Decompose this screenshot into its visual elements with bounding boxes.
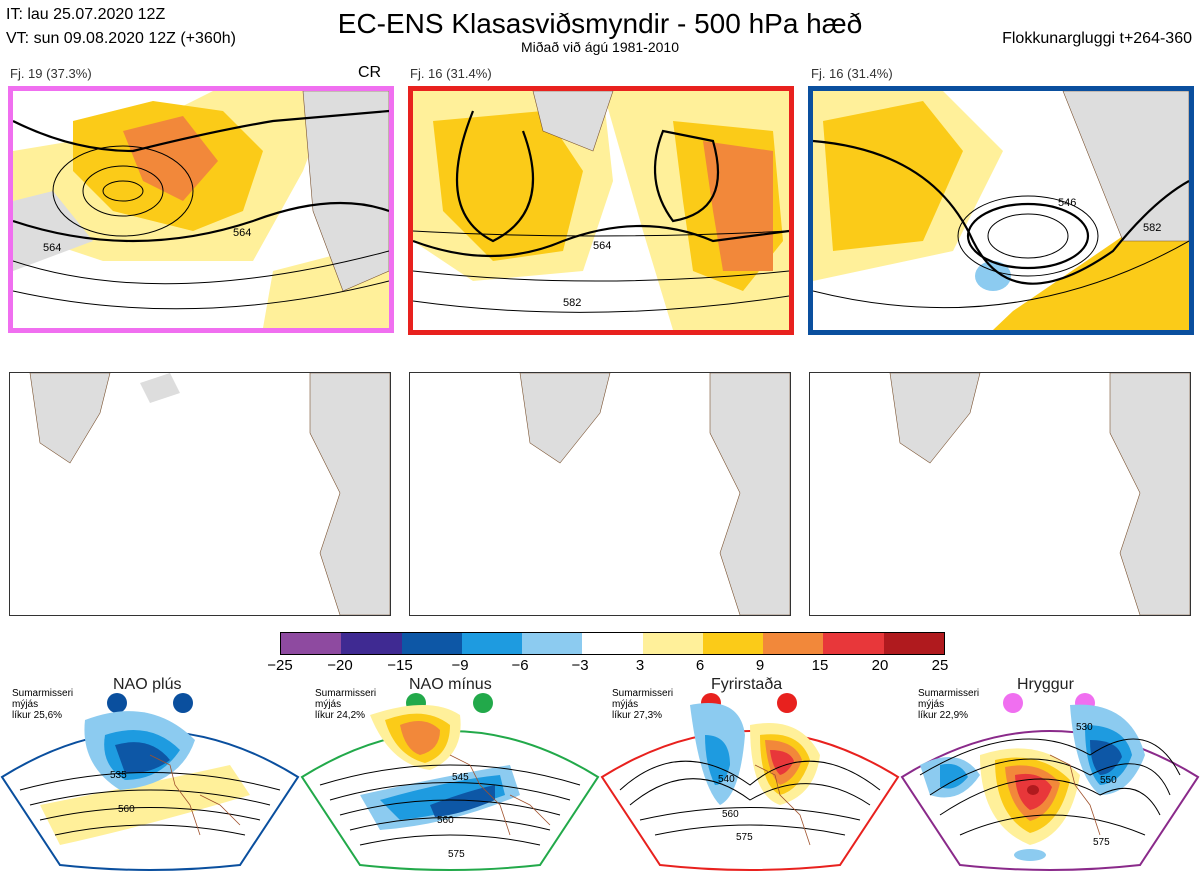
- regime-4-note: Sumarmisseri mýjás líkur 22,9%: [918, 688, 979, 721]
- regime-note-line: mýjás: [918, 699, 945, 710]
- regime-4-map: 530 550 575: [900, 695, 1200, 876]
- regime-note-line: mýjás: [12, 699, 39, 710]
- valid-time: VT: sun 09.08.2020 12Z (+360h): [6, 30, 236, 47]
- regime-2-contour-label: 575: [448, 849, 465, 860]
- colorbar-swatch: [883, 633, 944, 654]
- regime-3-map: 540 560 575: [600, 695, 900, 876]
- regime-1-contour-label: 560: [118, 804, 135, 815]
- colorbar: [280, 632, 945, 655]
- colorbar-tick: 3: [635, 657, 645, 674]
- colorbar-tick: 9: [755, 657, 765, 674]
- regime-2-title: NAO mínus: [409, 676, 492, 693]
- regime-1-map: 535 560: [0, 695, 300, 876]
- regime-note-line: Sumarmisseri: [12, 688, 74, 699]
- regime-3-contour-label: 560: [722, 809, 739, 820]
- colorbar-swatch: [763, 633, 824, 654]
- colorbar-swatch: [461, 633, 523, 654]
- cluster-2-contour-label: 564: [593, 240, 611, 252]
- regime-note-line: líkur 22,9%: [918, 710, 969, 721]
- page-title: EC-ENS Klasasviðsmyndir - 500 hPa hæð: [337, 8, 863, 39]
- colorbar-tick: −3: [571, 657, 589, 674]
- empty-map-1: [9, 372, 391, 616]
- regime-2-marker: [473, 693, 493, 713]
- colorbar-swatch: [281, 633, 342, 654]
- regime-1-contour-label: 535: [110, 770, 127, 781]
- cluster-1-label: Fj. 19 (37.3%): [10, 66, 92, 81]
- page-subtitle: Miðað við ágú 1981-2010: [520, 39, 679, 55]
- classification-window: Flokkunargluggi t+264-360: [1002, 30, 1192, 47]
- regime-note-line: Sumarmisseri: [612, 688, 674, 699]
- colorbar-tick: −25: [267, 657, 293, 674]
- cluster-3-contour-label: 582: [1143, 222, 1161, 234]
- colorbar-tick: −6: [511, 657, 529, 674]
- regime-2-note: Sumarmisseri mýjás líkur 24,2%: [315, 688, 376, 721]
- cluster-2-label: Fj. 16 (31.4%): [410, 66, 492, 81]
- regime-note-line: líkur 24,2%: [315, 710, 366, 721]
- empty-map-3: [809, 372, 1191, 616]
- regime-4-contour-label: 550: [1100, 775, 1117, 786]
- regime-note-line: Sumarmisseri: [315, 688, 377, 699]
- regime-3-contour-label: 540: [718, 774, 735, 785]
- colorbar-swatch: [702, 633, 764, 654]
- cluster-1-contour-label: 564: [233, 227, 251, 239]
- regime-4-contour-label: 530: [1076, 722, 1093, 733]
- regime-1-marker: [173, 693, 193, 713]
- regime-4-marker: [1003, 693, 1023, 713]
- regime-3-title: Fyrirstaða: [711, 676, 783, 693]
- colorbar-swatch: [401, 633, 462, 654]
- regime-3-note: Sumarmisseri mýjás líkur 27,3%: [612, 688, 673, 721]
- cluster-1-contour-label: 564: [43, 242, 61, 254]
- colorbar-swatch: [823, 633, 884, 654]
- cluster-3-label: Fj. 16 (31.4%): [811, 66, 893, 81]
- regime-3-contour-label: 575: [736, 832, 753, 843]
- init-time: IT: lau 25.07.2020 12Z: [6, 6, 166, 23]
- regime-1-title: NAO plús: [113, 676, 182, 693]
- regime-note-line: mýjás: [315, 699, 342, 710]
- colorbar-swatch: [642, 633, 703, 654]
- regime-2-contour-label: 560: [437, 815, 454, 826]
- colorbar-tick: −20: [327, 657, 353, 674]
- regime-1-marker: [107, 693, 127, 713]
- regime-4-contour-label: 575: [1093, 837, 1110, 848]
- cluster-3-contour-label: 546: [1058, 197, 1076, 209]
- colorbar-swatch: [341, 633, 402, 654]
- regime-note-line: líkur 25,6%: [12, 710, 63, 721]
- cluster-2-contour-label: 582: [563, 297, 581, 309]
- colorbar-tick: 20: [871, 657, 889, 674]
- colorbar-tick: −15: [387, 657, 413, 674]
- regime-3-marker: [777, 693, 797, 713]
- regime-note-line: líkur 27,3%: [612, 710, 663, 721]
- colorbar-tick: −9: [451, 657, 469, 674]
- empty-map-2: [409, 372, 791, 616]
- regime-2-contour-label: 545: [452, 772, 469, 783]
- cluster-1-tag: CR: [358, 64, 382, 81]
- cluster-2-map: 564 582: [408, 86, 794, 335]
- cluster-1-map: 564 564: [8, 86, 394, 333]
- colorbar-tick: 15: [811, 657, 829, 674]
- colorbar-swatch: [522, 633, 583, 654]
- regime-1-note: Sumarmisseri mýjás líkur 25,6%: [12, 688, 73, 721]
- regime-note-line: mýjás: [612, 699, 639, 710]
- regime-2-map: 545 560 575: [300, 695, 600, 876]
- colorbar-tick: 6: [695, 657, 705, 674]
- colorbar-tick: 25: [931, 657, 949, 674]
- regime-4-title: Hryggur: [1017, 676, 1074, 693]
- regime-note-line: Sumarmisseri: [918, 688, 980, 699]
- colorbar-swatch: [582, 633, 643, 654]
- cluster-3-map: 546 582: [808, 86, 1194, 335]
